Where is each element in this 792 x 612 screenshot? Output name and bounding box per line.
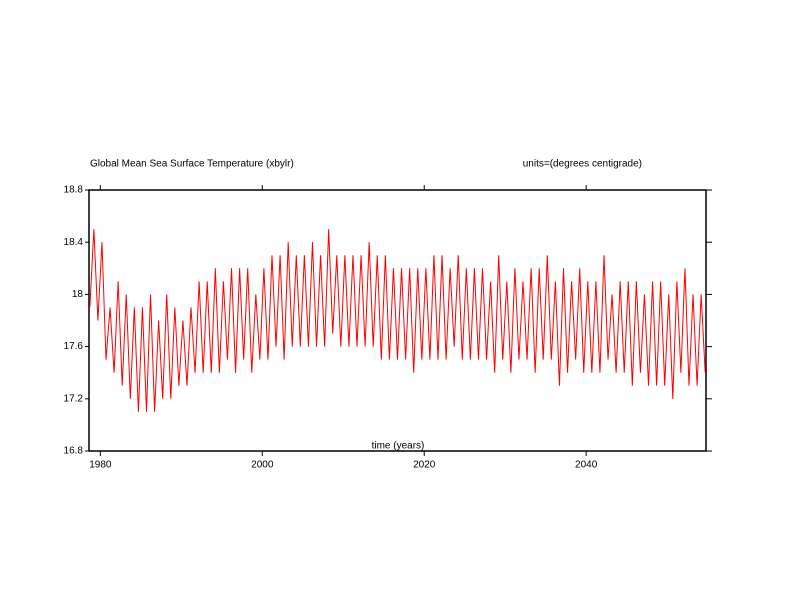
y-tick-label: 18.4 — [64, 237, 84, 248]
y-tick-label: 16.8 — [64, 446, 84, 457]
x-tick-label: 2040 — [575, 460, 598, 471]
series-line — [89, 229, 706, 412]
chart-title: Global Mean Sea Surface Temperature (xby… — [90, 159, 294, 170]
x-tick-label: 2020 — [413, 460, 436, 471]
x-axis-label: time (years) — [372, 441, 425, 452]
y-tick-label: 17.2 — [64, 393, 84, 404]
plot-frame — [88, 189, 707, 452]
y-tick-label: 18.8 — [64, 185, 84, 196]
y-tick-label: 18 — [72, 289, 84, 300]
units-label: units=(degrees centigrade) — [523, 159, 642, 170]
x-tick-label: 1980 — [89, 460, 112, 471]
x-tick-label: 2000 — [251, 460, 274, 471]
y-tick-label: 17.6 — [64, 341, 84, 352]
